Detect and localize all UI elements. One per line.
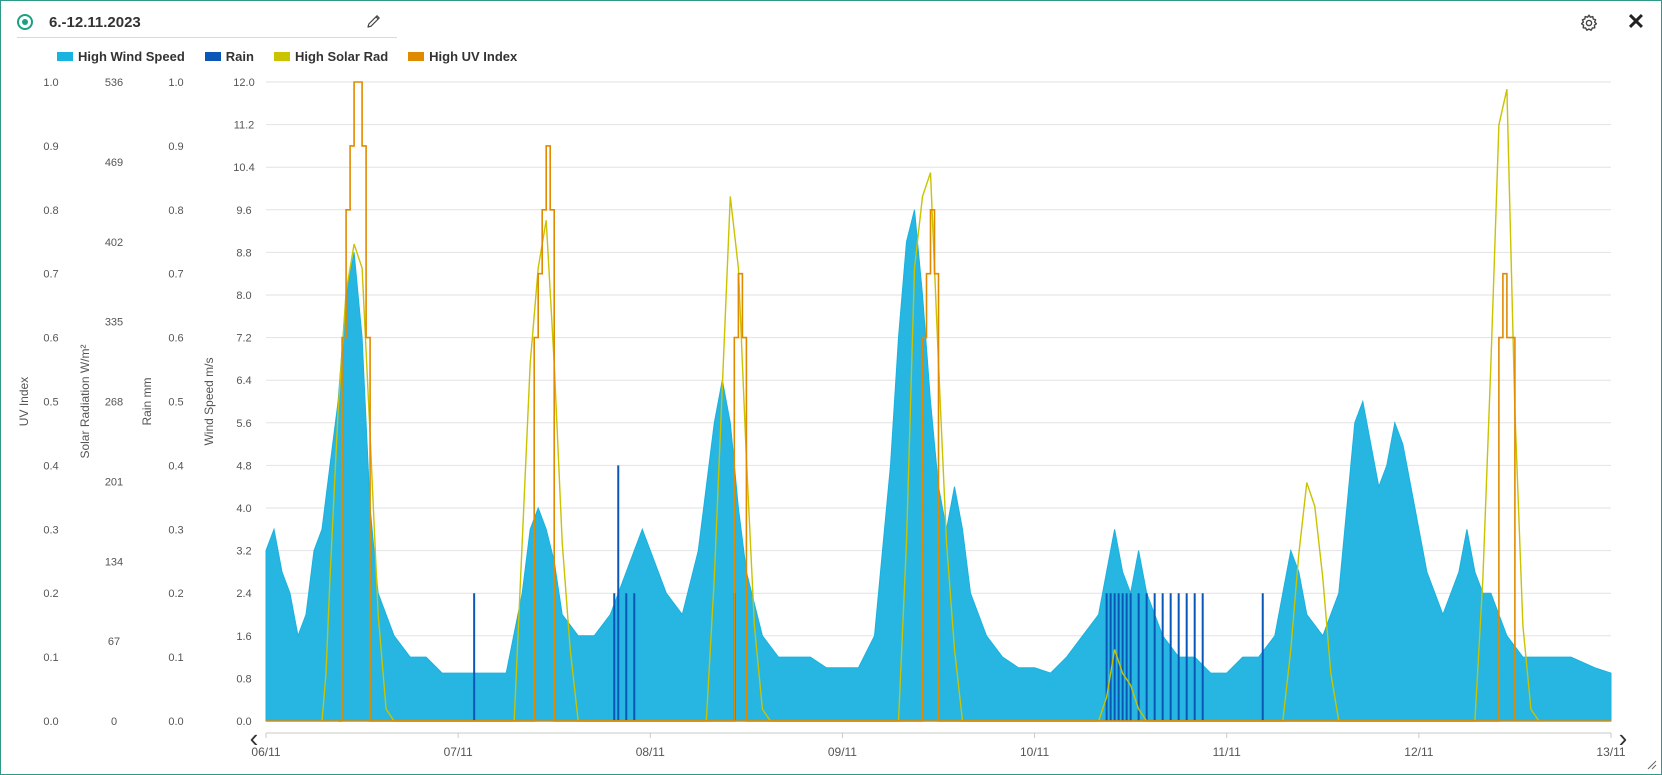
y-tick-label: 1.0 — [168, 77, 183, 89]
y-tick-label: 0.3 — [168, 524, 183, 536]
y-tick-label: 0.1 — [43, 652, 58, 664]
y-tick-label: 67 — [108, 636, 120, 648]
legend-item-uv[interactable]: High UV Index — [408, 48, 517, 64]
x-tick-label: 08/11 — [636, 745, 665, 759]
y-tick-label: 0.4 — [168, 460, 183, 472]
close-icon[interactable]: ✕ — [1626, 9, 1646, 34]
y-tick-label: 0.2 — [43, 588, 58, 600]
legend-label-solar: High Solar Rad — [294, 48, 389, 64]
y-tick-label: 5.6 — [236, 418, 251, 430]
x-tick-label: 10/11 — [1020, 745, 1049, 759]
y-tick-label: 0.9 — [168, 141, 183, 153]
legend-item-rain[interactable]: Rain — [204, 48, 254, 64]
x-tick-label: 12/11 — [1404, 745, 1433, 759]
legend-swatch-uv — [408, 51, 425, 61]
y-tick-label: 0.9 — [43, 141, 58, 153]
radio-selected-icon[interactable] — [17, 14, 33, 30]
y-tick-label: 134 — [105, 556, 123, 568]
y-tick-label: 201 — [105, 476, 123, 488]
y-tick-label: 4.8 — [236, 460, 251, 472]
prev-period-button[interactable]: ‹ — [250, 723, 259, 753]
legend-label-uv: High UV Index — [429, 48, 518, 64]
legend-swatch-wind — [57, 51, 73, 61]
y-tick-label: 0.2 — [168, 588, 183, 600]
y-axis-title: Solar Radiation W/m² — [78, 344, 92, 458]
legend-item-wind[interactable]: High Wind Speed — [57, 48, 185, 64]
y-tick-label: 1.6 — [236, 631, 251, 643]
y-tick-label: 0.0 — [168, 716, 183, 728]
y-tick-label: 0 — [111, 716, 117, 728]
y-axis-title: UV Index — [17, 377, 31, 426]
next-period-button[interactable]: › — [1619, 723, 1628, 753]
y-tick-label: 0.6 — [43, 333, 58, 345]
y-tick-label: 0.8 — [43, 205, 58, 217]
y-tick-label: 0.0 — [236, 716, 251, 728]
y-tick-label: 469 — [105, 157, 123, 169]
y-tick-label: 0.7 — [168, 269, 183, 281]
legend-label-wind: High Wind Speed — [78, 48, 185, 64]
y-tick-label: 0.5 — [168, 397, 183, 409]
x-tick-label: 06/11 — [251, 745, 280, 759]
legend-item-solar[interactable]: High Solar Rad — [273, 48, 389, 64]
y-tick-label: 9.6 — [236, 205, 251, 217]
y-axis-title: Wind Speed m/s — [202, 357, 216, 445]
y-tick-label: 10.4 — [233, 162, 254, 174]
x-tick-label: 07/11 — [444, 745, 473, 759]
y-tick-label: 0.3 — [43, 524, 58, 536]
y-tick-label: 0.1 — [168, 652, 183, 664]
legend-label-rain: Rain — [225, 48, 254, 64]
y-tick-label: 0.5 — [43, 397, 58, 409]
x-tick-label: 11/11 — [1213, 745, 1242, 759]
y-tick-label: 2.4 — [236, 588, 251, 600]
y-tick-label: 335 — [105, 317, 123, 329]
legend-swatch-solar — [273, 51, 290, 61]
date-range-header[interactable]: 6.-12.11.2023 — [17, 13, 397, 38]
y-tick-label: 0.6 — [168, 333, 183, 345]
y-tick-label: 0.7 — [43, 269, 58, 281]
y-tick-label: 3.2 — [236, 546, 251, 558]
pencil-icon[interactable] — [365, 13, 383, 31]
y-tick-label: 8.0 — [236, 290, 251, 302]
y-tick-label: 268 — [105, 397, 123, 409]
resize-grip-icon[interactable] — [1647, 760, 1657, 770]
y-tick-label: 0.0 — [43, 716, 58, 728]
y-tick-label: 11.2 — [234, 120, 255, 132]
gear-icon[interactable] — [1579, 13, 1599, 33]
x-tick-label: 09/11 — [828, 745, 857, 759]
x-tick-label: 13/11 — [1596, 745, 1625, 759]
y-tick-label: 0.8 — [236, 673, 251, 685]
y-tick-label: 4.0 — [236, 503, 251, 515]
y-tick-label: 12.0 — [233, 77, 254, 89]
y-tick-label: 402 — [105, 237, 123, 249]
y-tick-label: 7.2 — [236, 333, 251, 345]
chart-legend: High Wind Speed Rain High Solar Rad High… — [57, 48, 517, 64]
y-tick-label: 1.0 — [43, 77, 58, 89]
legend-swatch-rain — [204, 51, 221, 61]
y-tick-label: 536 — [105, 77, 123, 89]
y-tick-label: 0.4 — [43, 460, 58, 472]
y-tick-label: 0.8 — [168, 205, 183, 217]
date-range-title[interactable]: 6.-12.11.2023 — [49, 14, 141, 31]
y-tick-label: 6.4 — [236, 375, 251, 387]
y-axis-title: Rain mm — [140, 377, 154, 425]
y-tick-label: 8.8 — [236, 247, 251, 259]
